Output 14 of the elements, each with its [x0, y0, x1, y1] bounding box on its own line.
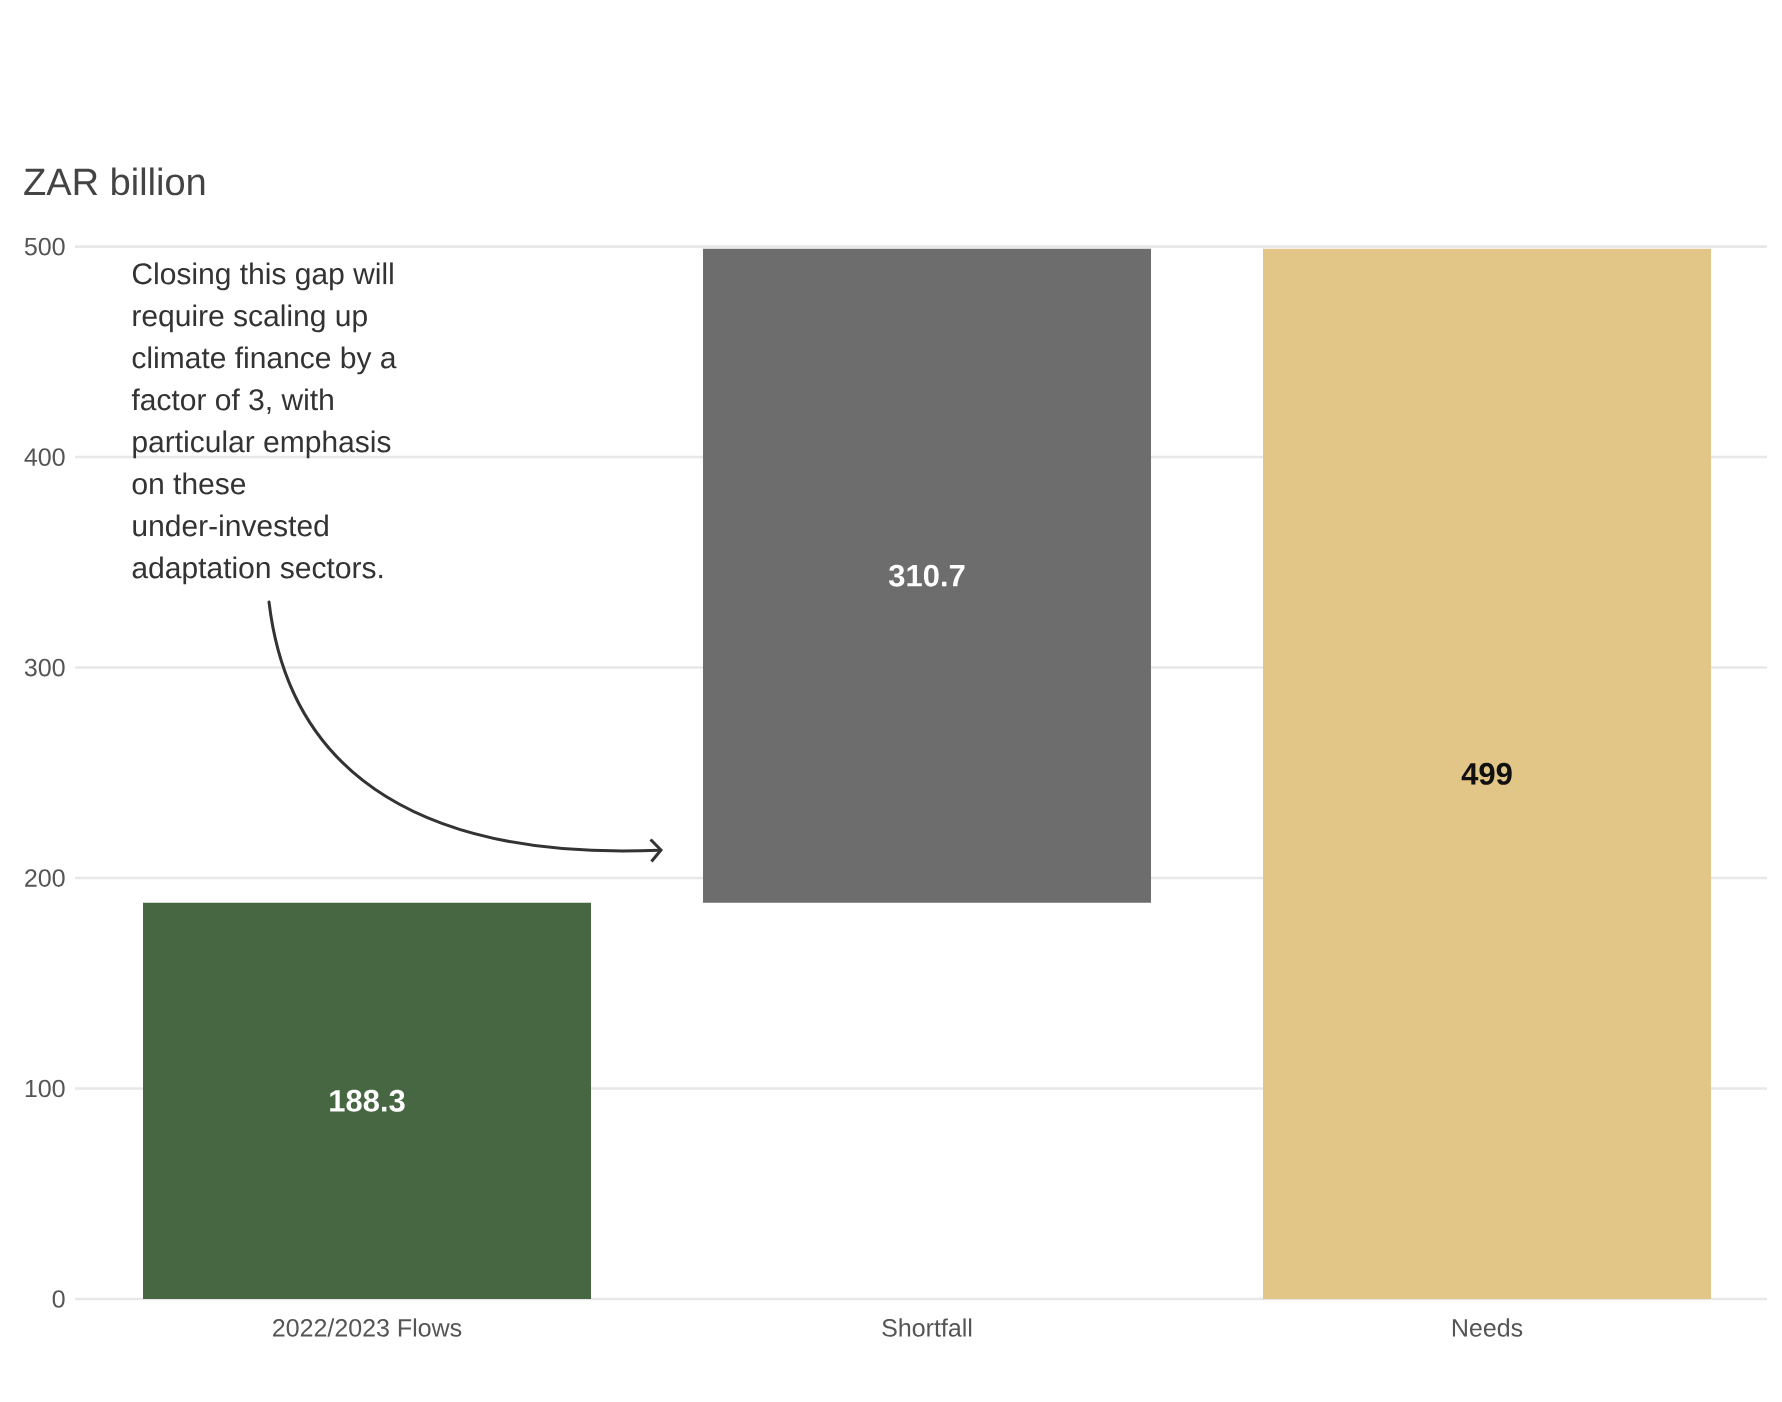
annotation: Closing this gap will require scaling up climate finance by a factor of 3, with particular emphasis on these under-invested adaptation sectors.	[131, 262, 397, 585]
y-tick-label: 300	[24, 658, 65, 677]
x-tick-label: Shortfall	[882, 1318, 972, 1337]
y-tick-label: 500	[24, 237, 65, 256]
data-label: 499	[1461, 762, 1512, 785]
y-axis-title: ZAR billion	[24, 167, 205, 196]
data-label: 188.3	[330, 1089, 405, 1112]
y-tick-label: 0	[52, 1290, 65, 1308]
data-label: 310.7	[888, 564, 965, 587]
x-tick-label: Needs	[1452, 1318, 1523, 1337]
y-tick-label: 200	[25, 869, 65, 887]
x-tick-label: 2022/2023 Flows	[273, 1318, 462, 1337]
y-tick-label: 400	[24, 448, 65, 466]
y-tick-label: 100	[25, 1079, 65, 1098]
